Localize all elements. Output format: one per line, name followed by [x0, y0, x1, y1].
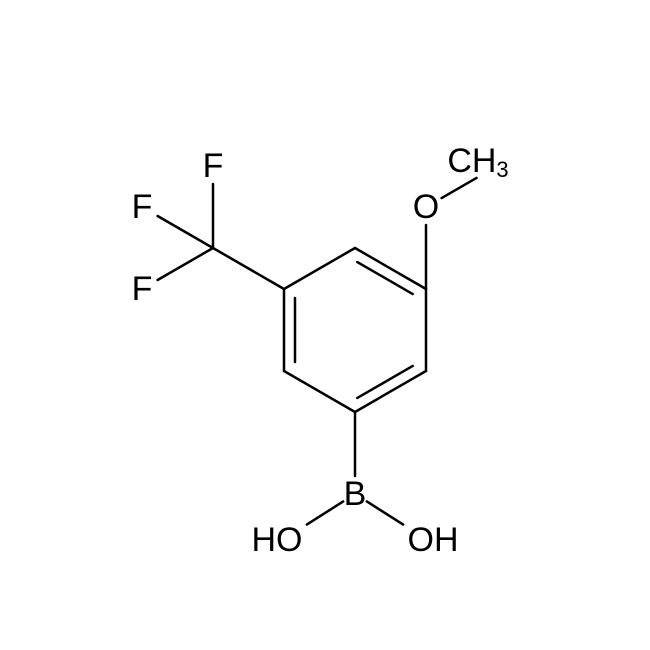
- bonds-group: [158, 178, 477, 525]
- svg-text:F: F: [132, 188, 153, 226]
- svg-text:B: B: [344, 475, 367, 513]
- labels-group: OCH3 F F F B HO OH: [132, 142, 509, 559]
- svg-text:O: O: [413, 188, 439, 226]
- molecule-diagram: OCH3 F F F B HO OH: [0, 0, 650, 650]
- svg-text:F: F: [203, 147, 224, 185]
- svg-text:CH3: CH3: [447, 142, 508, 182]
- svg-text:HO: HO: [252, 521, 303, 559]
- svg-text:OH: OH: [408, 521, 459, 559]
- svg-text:F: F: [132, 270, 153, 308]
